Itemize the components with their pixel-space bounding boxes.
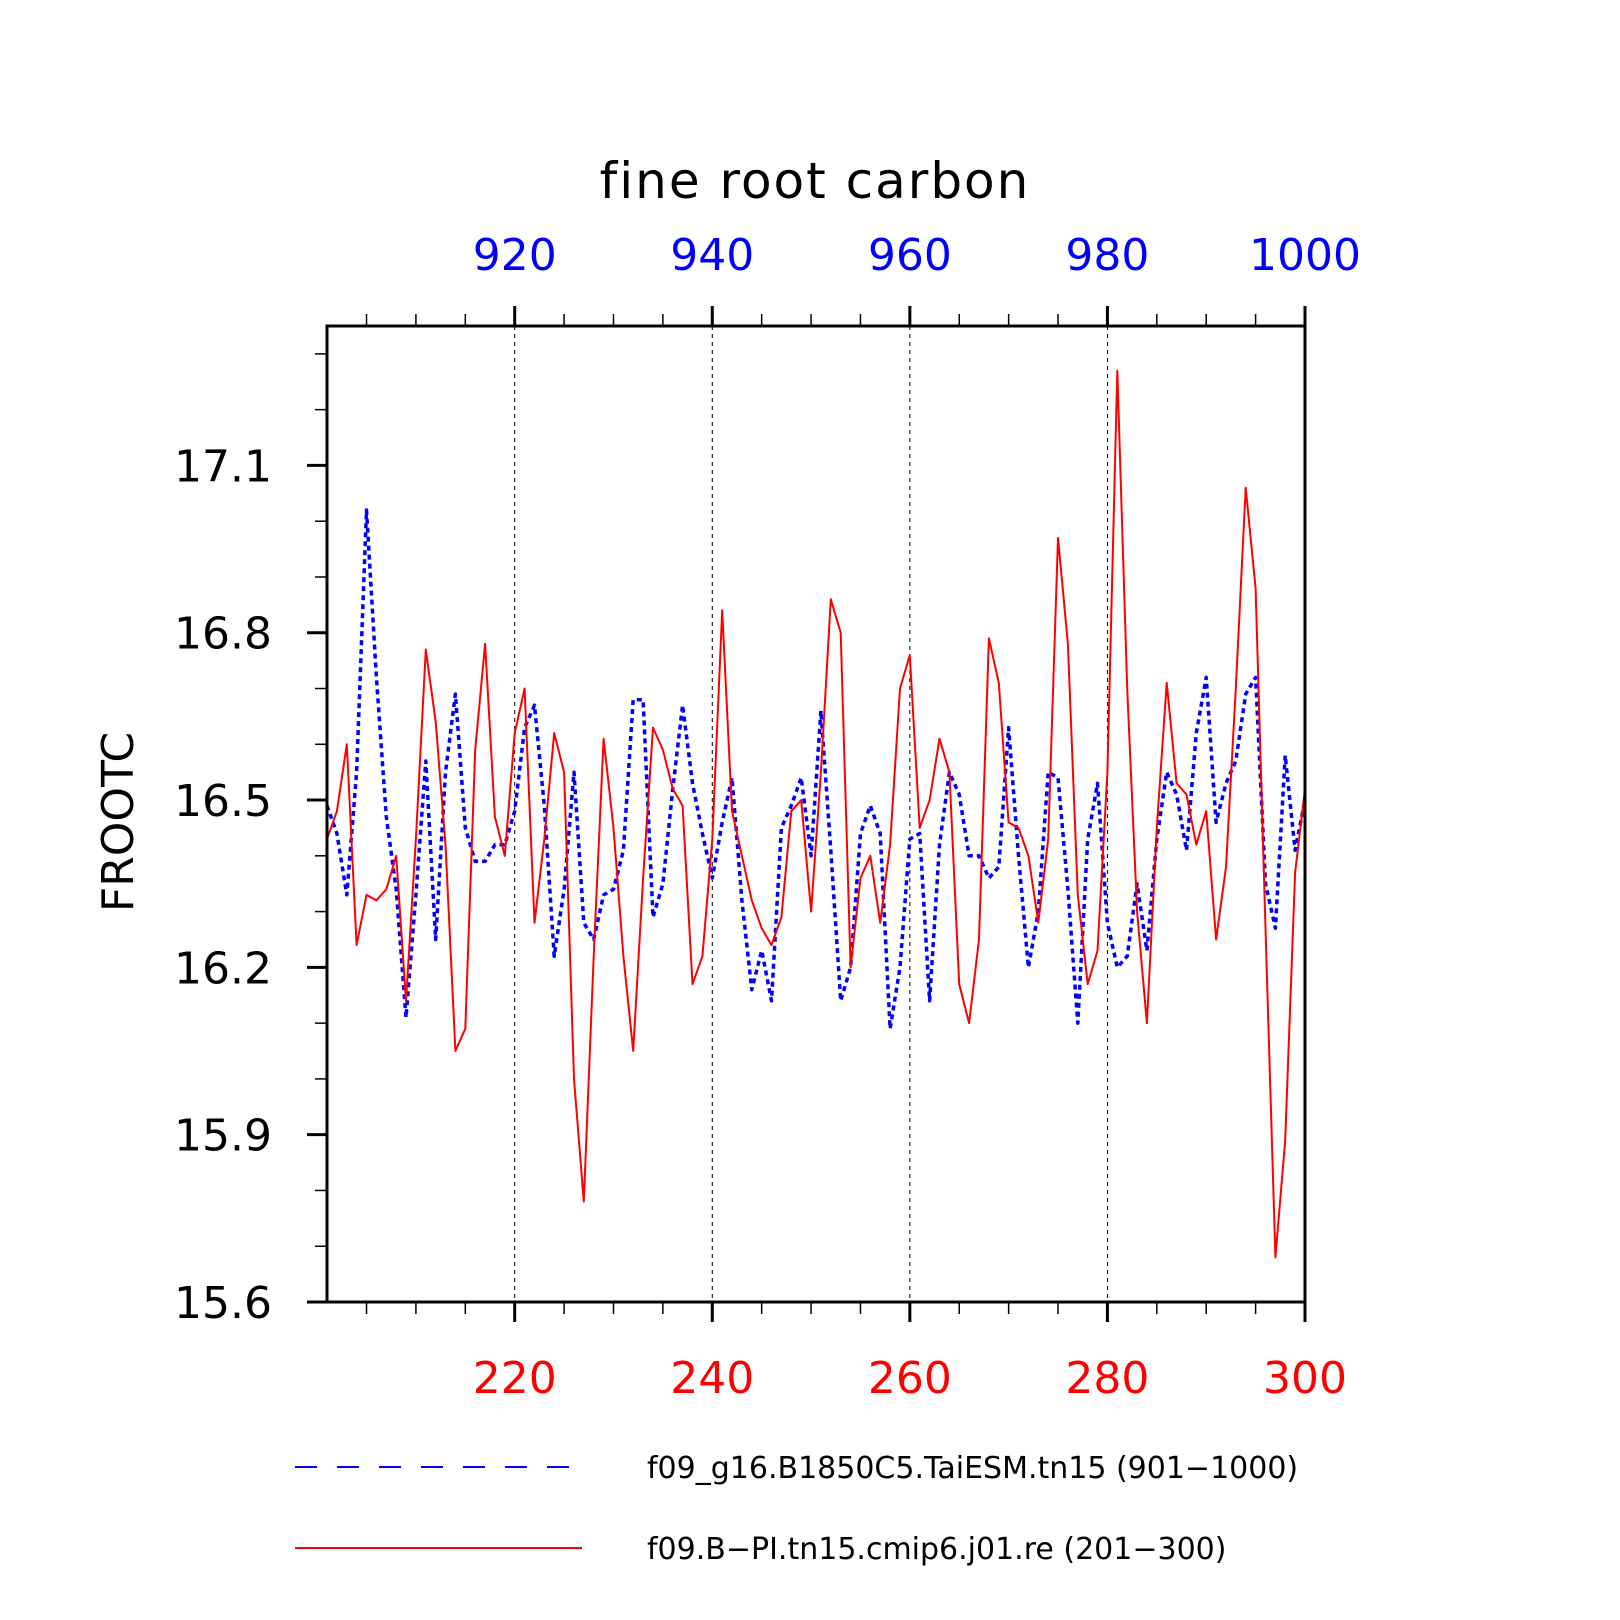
- y-tick-label-15.6: 15.6: [174, 1278, 272, 1329]
- x-bottom-tick-label-300: 300: [1263, 1353, 1347, 1404]
- x-top-tick-label-980: 980: [1065, 230, 1149, 281]
- series-line-taiesm: [325, 508, 1307, 1031]
- x-bottom-tick-label-280: 280: [1065, 1353, 1149, 1404]
- series-line-cmip6: [326, 369, 1306, 1259]
- x-top-tick-label-960: 960: [868, 230, 952, 281]
- y-tick-label-16.8: 16.8: [174, 609, 272, 660]
- x-bottom-tick-label-240: 240: [670, 1353, 754, 1404]
- gridlines: [514, 326, 1108, 1302]
- x-bottom-tick-label-220: 220: [473, 1353, 557, 1404]
- legend: f09_g16.B1850C5.TaiESM.tn15 (901−1000) f…: [295, 1451, 1298, 1567]
- y-tick-label-15.9: 15.9: [174, 1111, 272, 1162]
- y-tick-label-17.1: 17.1: [174, 441, 272, 492]
- legend-label-cmip6: f09.B−PI.tn15.cmip6.j01.re (201−300): [647, 1532, 1226, 1567]
- x-top-tick-label-940: 940: [670, 230, 754, 281]
- x-bottom-tick-label-260: 260: [868, 1353, 952, 1404]
- y-tick-label-16.5: 16.5: [174, 776, 272, 827]
- axis-ticks: [307, 306, 1307, 1322]
- legend-label-taiesm: f09_g16.B1850C5.TaiESM.tn15 (901−1000): [647, 1451, 1298, 1486]
- y-tick-label-16.2: 16.2: [174, 943, 272, 994]
- y-axis-label: FROOTC: [93, 732, 144, 912]
- plot-frame: [325, 324, 1307, 1304]
- x-top-tick-label-1000: 1000: [1249, 230, 1361, 281]
- series-lines: [325, 369, 1307, 1259]
- tick-labels: 15.6 15.9 16.2 16.5 16.8 17.1 220 240 260 280 300 9…: [174, 230, 1361, 1404]
- chart-title: fine root carbon: [600, 152, 1031, 210]
- x-top-tick-label-920: 920: [473, 230, 557, 281]
